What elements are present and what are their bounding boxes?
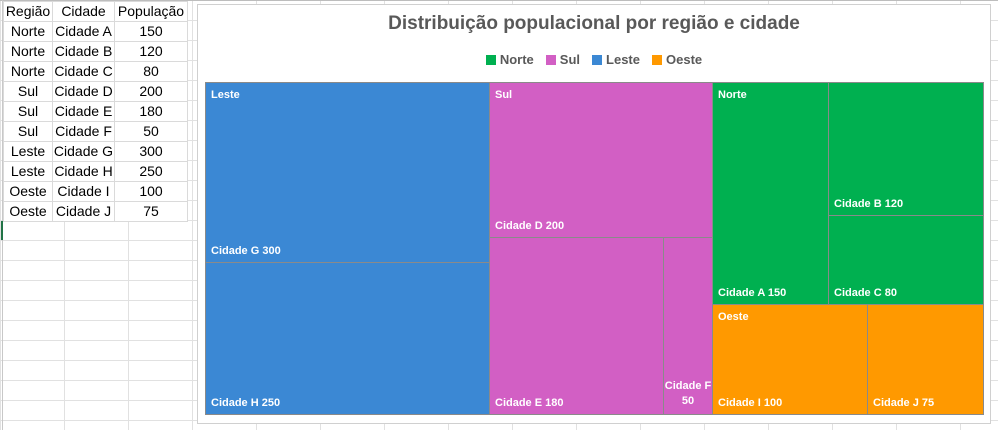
tile-label: Cidade G 300 (211, 245, 281, 257)
tile-label: Cidade D 200 (495, 220, 565, 232)
tile-label: Cidade I 100 (718, 397, 783, 409)
legend-label: Leste (606, 52, 640, 67)
legend-swatch-sul-icon (545, 54, 556, 65)
cell[interactable]: Cidade D (52, 81, 115, 102)
cell[interactable]: 200 (114, 81, 188, 102)
header-row: Região Cidade População (3, 1, 188, 22)
group-label-oeste: Oeste (718, 311, 749, 323)
legend-swatch-leste-icon (592, 54, 603, 65)
cell[interactable]: Cidade J (52, 201, 115, 222)
cell[interactable]: Cidade G (52, 141, 115, 162)
legend-item-oeste[interactable]: Oeste (652, 52, 702, 67)
cell[interactable]: Cidade A (52, 21, 115, 42)
grid-left-border (2, 0, 3, 430)
tile-label: Cidade E 180 (495, 397, 564, 409)
header-cell-cidade[interactable]: Cidade (52, 1, 115, 22)
data-table[interactable]: Região Cidade População Norte Cidade A 150… (3, 1, 188, 222)
cell[interactable]: 100 (114, 181, 188, 202)
cell[interactable]: Cidade I (52, 181, 115, 202)
chart-title: Distribuição populacional por região e c… (388, 13, 800, 34)
tile-label: Cidade A 150 (718, 287, 787, 299)
table-row: Sul Cidade D 200 (3, 81, 188, 102)
cell[interactable]: 250 (114, 161, 188, 182)
tile-label: Cidade H 250 (211, 397, 281, 409)
cell[interactable]: Cidade H (52, 161, 115, 182)
tile-cidade-d[interactable]: Sul Cidade D 200 (489, 82, 713, 238)
cell[interactable]: Leste (3, 141, 53, 162)
legend-item-leste[interactable]: Leste (592, 52, 640, 67)
table-row: Norte Cidade C 80 (3, 61, 188, 82)
tile-label: Cidade J 75 (873, 397, 935, 409)
cell[interactable]: 150 (114, 21, 188, 42)
tile-cidade-a[interactable]: Norte Cidade A 150 (712, 82, 829, 305)
tile-cidade-b[interactable]: Cidade B 120 (828, 82, 984, 216)
cell[interactable]: Norte (3, 61, 53, 82)
tile-cidade-f[interactable]: Cidade F 50 (663, 237, 713, 415)
cell[interactable]: 50 (114, 121, 188, 142)
table-row: Oeste Cidade I 100 (3, 181, 188, 202)
cell[interactable]: Cidade E (52, 101, 115, 122)
cell[interactable]: Cidade C (52, 61, 115, 82)
group-label-leste: Leste (211, 89, 240, 101)
tile-cidade-e[interactable]: Cidade E 180 (489, 237, 664, 415)
legend-swatch-norte-icon (485, 54, 496, 65)
tile-cidade-h[interactable]: Cidade H 250 (205, 262, 490, 415)
cell[interactable]: Leste (3, 161, 53, 182)
legend-label: Norte (499, 52, 534, 67)
table-row: Norte Cidade B 120 (3, 41, 188, 62)
treemap-chart[interactable]: Distribuição populacional por região e c… (197, 4, 991, 424)
table-row: Sul Cidade F 50 (3, 121, 188, 142)
tile-cidade-i[interactable]: Oeste Cidade I 100 (712, 304, 868, 415)
group-label-sul: Sul (495, 89, 513, 101)
cell[interactable]: 120 (114, 41, 188, 62)
cell[interactable]: Oeste (3, 181, 53, 202)
cell[interactable]: Sul (3, 81, 53, 102)
cell[interactable]: 75 (114, 201, 188, 222)
cell[interactable]: Cidade B (52, 41, 115, 62)
legend-item-sul[interactable]: Sul (545, 52, 581, 67)
table-row: Leste Cidade H 250 (3, 161, 188, 182)
cell[interactable]: Norte (3, 41, 53, 62)
cell[interactable]: Norte (3, 21, 53, 42)
plot-area: Leste Cidade G 300 Cidade H 250 Sul Cida… (205, 82, 984, 415)
header-cell-regiao[interactable]: Região (3, 1, 53, 22)
active-cell-indicator (1, 221, 3, 240)
cell[interactable]: Sul (3, 101, 53, 122)
tile-cidade-c[interactable]: Cidade C 80 (828, 215, 984, 305)
cell[interactable]: Sul (3, 121, 53, 142)
tile-label: Cidade B 120 (834, 198, 904, 210)
table-row: Sul Cidade E 180 (3, 101, 188, 122)
grid-top-border (0, 0, 998, 1)
tile-cidade-j[interactable]: Cidade J 75 (867, 304, 984, 415)
table-row: Norte Cidade A 150 (3, 21, 188, 42)
table-row: Leste Cidade G 300 (3, 141, 188, 162)
cell[interactable]: 180 (114, 101, 188, 122)
cell[interactable]: 300 (114, 141, 188, 162)
table-row: Oeste Cidade J 75 (3, 201, 188, 222)
group-label-norte: Norte (718, 89, 747, 101)
legend-label: Oeste (666, 52, 703, 67)
tile-label: Cidade F 50 (664, 380, 712, 407)
chart-legend[interactable]: Norte Sul Leste Oeste (198, 52, 990, 67)
legend-item-norte[interactable]: Norte (485, 52, 534, 67)
cell[interactable]: Oeste (3, 201, 53, 222)
cell[interactable]: 80 (114, 61, 188, 82)
tile-cidade-g[interactable]: Leste Cidade G 300 (205, 82, 490, 263)
tile-label: Cidade C 80 (834, 287, 897, 299)
cell[interactable]: Cidade F (52, 121, 115, 142)
header-cell-populacao[interactable]: População (114, 1, 188, 22)
legend-label: Sul (559, 52, 581, 67)
legend-swatch-oeste-icon (652, 54, 662, 65)
